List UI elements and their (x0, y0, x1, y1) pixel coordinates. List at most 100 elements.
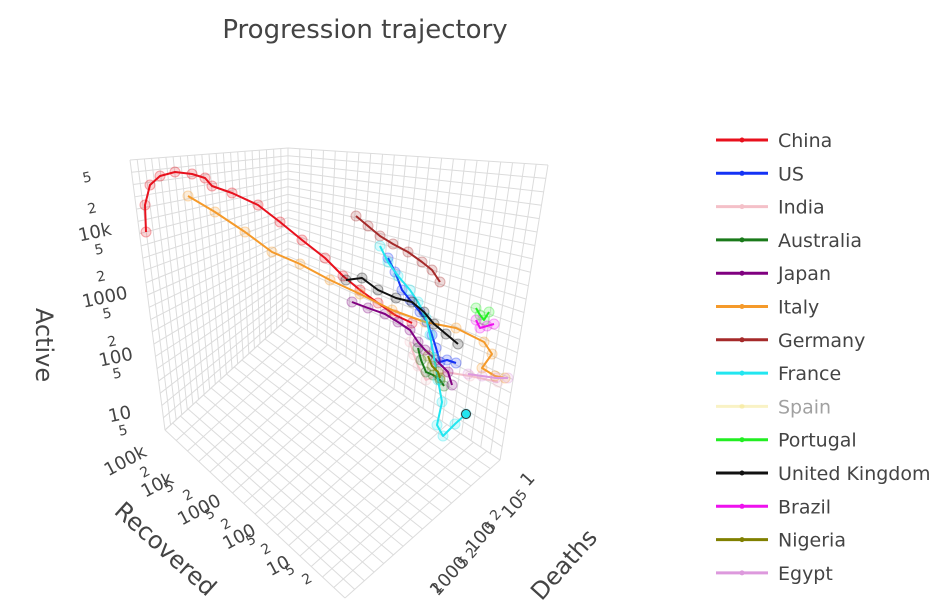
grid-line (287, 255, 518, 354)
legend-item-japan[interactable]: Japan (716, 263, 831, 285)
trace-line (187, 195, 506, 379)
legend-marker (739, 304, 745, 309)
trace-line (467, 373, 508, 379)
legend-label: Portugal (778, 430, 857, 452)
trace-line (379, 245, 467, 437)
grid-line (422, 158, 454, 409)
legend-marker (739, 537, 745, 543)
chart-title: Progression trajectory (222, 15, 507, 45)
legend-item-united-kingdom[interactable]: United Kingdom (716, 463, 931, 485)
grid-line (172, 156, 200, 400)
grid-line (287, 247, 520, 340)
y-tick-label: 2 (258, 540, 273, 558)
trace-india[interactable] (404, 336, 504, 388)
grid-line (287, 294, 507, 421)
legend-label: Nigeria (778, 530, 846, 552)
grid-line (412, 157, 443, 402)
legend-marker (739, 237, 745, 243)
y-tick-label: 1000 (174, 490, 224, 530)
trace-nigeria[interactable] (422, 350, 446, 384)
legend-item-india[interactable]: India (716, 197, 825, 219)
y-tick-label: 2 (299, 570, 314, 588)
trace-china[interactable] (139, 166, 418, 329)
legend-item-portugal[interactable]: Portugal (716, 430, 857, 452)
trace-brazil[interactable] (470, 314, 500, 334)
trace-united-kingdom[interactable] (340, 272, 464, 350)
x-axis-title: Deaths (525, 524, 603, 600)
trace-line (345, 277, 459, 345)
legend-label: Brazil (778, 496, 831, 518)
grid-line (287, 309, 503, 448)
grid-line (161, 302, 289, 406)
grid-line (159, 294, 289, 394)
legend-item-australia[interactable]: Australia (716, 230, 862, 252)
grid-line (344, 459, 501, 599)
legend-marker (739, 503, 745, 509)
grid-line (194, 155, 216, 385)
legend-label: France (778, 363, 841, 385)
trace-portugal[interactable] (470, 302, 495, 326)
trace-germany[interactable] (350, 210, 446, 288)
legend-item-germany[interactable]: Germany (716, 330, 865, 352)
legend-marker (739, 170, 745, 176)
grid-line (143, 158, 177, 420)
z-tick-label: 5 (93, 241, 105, 259)
grid-line (210, 387, 404, 547)
legend-item-nigeria[interactable]: Nigeria (716, 530, 846, 552)
legend-item-brazil[interactable]: Brazil (716, 496, 831, 518)
grid-line (287, 286, 509, 407)
grid-line (158, 286, 289, 382)
legend-item-france[interactable]: France (716, 363, 841, 385)
floor-grid (164, 317, 501, 599)
legend-label: India (778, 197, 825, 219)
legend-marker (739, 570, 745, 576)
legend-marker (739, 337, 745, 343)
grid-line (129, 159, 166, 431)
trace-line (475, 319, 495, 329)
legend-item-egypt[interactable]: Egypt (716, 563, 833, 585)
grid-line (441, 160, 478, 422)
grid-line (299, 424, 448, 557)
grid-line (218, 380, 414, 539)
legend-item-china[interactable]: China (716, 130, 832, 152)
grid-line (480, 163, 525, 448)
grid-line (201, 154, 222, 380)
grid-line (287, 263, 516, 367)
trace-egypt[interactable] (462, 368, 514, 384)
grid-line (180, 415, 365, 582)
grid-line (172, 422, 356, 590)
grid-line (155, 271, 289, 357)
legend-item-italy[interactable]: Italy (716, 297, 819, 319)
legend-item-us[interactable]: US (716, 163, 804, 185)
grid-line (153, 263, 289, 345)
z-tick-label: 10 (106, 402, 133, 427)
grid-line (287, 232, 525, 313)
grid-line (179, 156, 205, 395)
grid-line (403, 157, 431, 396)
left-wall-grid (129, 147, 289, 431)
trace-italy[interactable] (182, 190, 511, 384)
grid-line (287, 271, 514, 380)
grid-line (152, 255, 289, 333)
trace-line (355, 215, 441, 283)
grid-line (158, 157, 188, 410)
trajectories (139, 166, 514, 442)
legend-label: United Kingdom (778, 463, 931, 485)
grid-line (333, 450, 488, 588)
trace-line (144, 171, 413, 324)
legend-marker (739, 270, 745, 276)
legend-label: Australia (778, 230, 862, 252)
legend-item-spain[interactable]: Spain (716, 396, 831, 418)
grid-line (460, 161, 502, 435)
grid-line (186, 155, 211, 390)
grid-line (151, 158, 183, 415)
grid-line (163, 309, 289, 419)
grid-line (136, 159, 172, 425)
grid-line (187, 408, 375, 573)
grid-line (156, 278, 289, 370)
x-tick-label: 1 (516, 468, 539, 491)
y-tick-label: 5 (282, 561, 297, 579)
grid-line (322, 441, 474, 578)
